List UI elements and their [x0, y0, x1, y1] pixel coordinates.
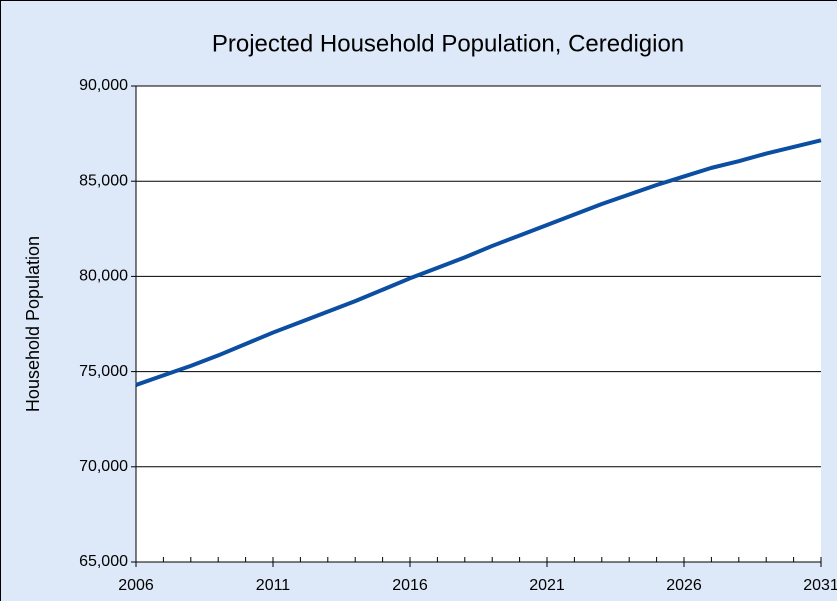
y-axis-label: Household Population: [23, 236, 43, 412]
x-tick-label: 2011: [256, 577, 291, 594]
y-tick-label: 70,000: [79, 458, 128, 475]
x-tick-label: 2031: [803, 577, 837, 594]
data-line: [135, 138, 822, 387]
x-tick-label: 2016: [392, 577, 428, 594]
x-tick-label: 2006: [118, 577, 154, 594]
y-tick-label: 85,000: [79, 172, 128, 189]
y-tick-label: 75,000: [79, 363, 128, 380]
chart-title: Projected Household Population, Ceredigi…: [212, 30, 684, 57]
y-tick-label: 90,000: [79, 77, 128, 94]
y-tick-label: 80,000: [79, 268, 128, 285]
plot-area: [136, 86, 821, 562]
x-tick-label: 2021: [529, 577, 565, 594]
y-tick-label: 65,000: [79, 553, 128, 570]
x-tick-label: 2026: [666, 577, 702, 594]
